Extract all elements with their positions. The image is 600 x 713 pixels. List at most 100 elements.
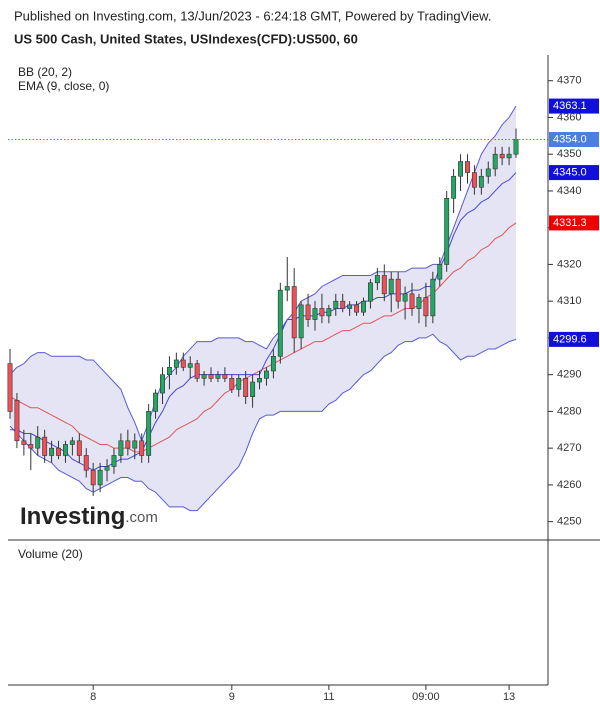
y-tick-label: 4320 xyxy=(557,258,581,270)
candle-body xyxy=(83,455,89,471)
indicator-label: BB (20, 2) xyxy=(18,65,72,79)
candle-body xyxy=(146,411,152,456)
candle-body xyxy=(49,447,55,456)
candle-body xyxy=(465,161,470,173)
price-tag xyxy=(549,331,599,347)
y-tick-label: 4350 xyxy=(557,148,581,160)
candle-body xyxy=(354,304,360,313)
candle-body xyxy=(28,444,34,449)
watermark-suffix: .com xyxy=(125,509,158,526)
y-tick-label: 4310 xyxy=(557,295,581,307)
candle-body xyxy=(305,304,311,320)
candle-body xyxy=(478,175,484,188)
candle-body xyxy=(173,359,179,368)
price-tag-label: 4345.0 xyxy=(553,166,587,178)
candle-body xyxy=(340,300,346,309)
price-tag-label: 4299.6 xyxy=(553,333,587,345)
price-tag-label: 4331.3 xyxy=(553,217,587,229)
y-tick-label: 4360 xyxy=(557,111,581,123)
indicator-line xyxy=(9,105,517,443)
candle-body xyxy=(485,168,491,177)
candle-body xyxy=(250,381,256,398)
candle-body xyxy=(35,436,41,449)
candle-body xyxy=(139,440,145,456)
candle-body xyxy=(367,282,373,302)
candle-body xyxy=(90,469,96,486)
price-tag xyxy=(549,165,599,181)
candle-body xyxy=(506,153,512,159)
x-tick-label: 13 xyxy=(503,691,515,703)
candle-body xyxy=(395,278,401,302)
candle-body xyxy=(430,278,436,317)
candle-body xyxy=(458,161,463,177)
candle-body xyxy=(437,264,443,280)
indicator-label: EMA (9, close, 0) xyxy=(18,79,109,93)
candle-body xyxy=(118,440,124,456)
candle-body xyxy=(180,359,186,368)
candle-body xyxy=(125,440,131,449)
candle-body xyxy=(208,374,214,379)
candle-body xyxy=(416,297,422,309)
candle-body xyxy=(333,300,339,309)
candle-body xyxy=(132,440,138,449)
candle-body xyxy=(14,400,20,442)
candle-body xyxy=(21,440,27,445)
volume-label: Volume (20) xyxy=(18,547,83,561)
candle-body xyxy=(63,444,68,456)
candle-body xyxy=(381,275,387,295)
candle-body xyxy=(229,378,235,390)
band-fill xyxy=(10,106,516,511)
x-tick-label: 9 xyxy=(229,691,235,703)
price-tag xyxy=(549,98,599,114)
candle-body xyxy=(257,378,262,383)
candle-body xyxy=(361,300,366,313)
candle-body xyxy=(291,286,297,339)
candle-body xyxy=(56,447,61,456)
candle-body xyxy=(451,175,457,199)
symbol-title: US 500 Cash, United States, USIndexes(CF… xyxy=(14,31,358,46)
y-tick-label: 4290 xyxy=(557,369,581,381)
candle-body xyxy=(499,153,505,159)
y-tick-label: 4370 xyxy=(557,75,581,87)
plot-area xyxy=(7,105,519,512)
y-tick-label: 4340 xyxy=(557,185,581,197)
candle-body xyxy=(423,297,429,317)
y-tick-label: 4270 xyxy=(557,442,581,454)
candle-body xyxy=(187,363,193,368)
y-tick-label: 4250 xyxy=(557,516,581,528)
candle-body xyxy=(319,308,325,317)
candle-body xyxy=(194,363,200,379)
watermark-brand-text: Investing xyxy=(20,503,125,530)
y-tick-label: 4260 xyxy=(557,479,581,491)
candle-body xyxy=(374,275,380,284)
price-tag xyxy=(549,132,599,148)
candle-body xyxy=(166,367,172,375)
x-tick-label: 11 xyxy=(323,691,334,703)
candle-body xyxy=(201,374,207,379)
candle-body xyxy=(236,378,242,390)
price-tag-label: 4363.1 xyxy=(553,100,587,112)
candle-body xyxy=(243,378,249,398)
candle-body xyxy=(264,370,269,379)
candle-body xyxy=(298,304,304,339)
price-tag xyxy=(549,215,599,231)
candle-body xyxy=(471,172,477,188)
indicator-line xyxy=(9,333,517,512)
candle-body xyxy=(312,308,318,320)
candle-body xyxy=(222,374,228,379)
candle-body xyxy=(270,355,276,372)
candle-body xyxy=(160,374,165,394)
candle-body xyxy=(388,278,394,295)
candle-body xyxy=(492,153,498,170)
price-tag-label: 4354.0 xyxy=(553,133,587,145)
candle-body xyxy=(513,139,519,155)
candle-body xyxy=(277,289,283,357)
candle-body xyxy=(409,293,415,309)
candle-body xyxy=(153,392,159,412)
candle-body xyxy=(215,374,221,379)
candle-body xyxy=(7,363,13,412)
candle-body xyxy=(97,469,103,486)
watermark-brand: Investing.com xyxy=(20,503,158,530)
x-tick-label: 09:00 xyxy=(412,691,440,703)
candle-body xyxy=(347,304,353,309)
